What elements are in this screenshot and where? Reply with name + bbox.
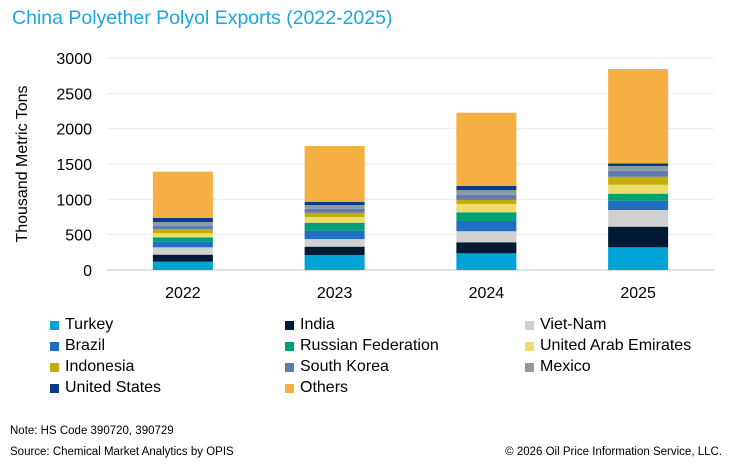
legend-label: Viet-Nam [540,316,607,333]
legend-swatch [285,320,294,330]
x-tick-label: 2025 [620,285,656,302]
bar-segment-viet-nam [152,247,213,255]
legend-item: Russian Federation [285,337,439,355]
bar-segment-russian-federation [608,193,669,201]
y-tick-label: 2500 [56,86,92,103]
bar-segment-russian-federation [456,212,517,221]
y-tick-label: 2000 [56,122,92,139]
bar-segment-indonesia [152,229,213,234]
legend-swatch [50,341,59,351]
bar-segment-viet-nam [304,239,365,247]
x-tick-label: 2023 [317,285,353,302]
note-text: Note: HS Code 390720, 390729 [10,425,174,437]
legend-item: Mexico [525,358,591,376]
bar-segment-turkey [608,247,669,270]
bar-segment-united-arab-emirates [608,184,669,194]
bar-segment-turkey [152,261,213,270]
legend-item: Turkey [50,316,113,334]
legend-label: Others [300,379,349,396]
legend-swatch [525,362,534,372]
source-text: Source: Chemical Market Analytics by OPI… [10,446,234,458]
bar-segment-india [608,226,669,248]
y-axis-label: Thousand Metric Tons [14,85,31,242]
legend-label: Indonesia [65,358,135,375]
y-tick-label: 3000 [56,51,92,68]
bar-segment-mexico [608,166,669,171]
bar-segment-others [608,69,669,164]
bar-segment-south-korea [608,170,669,177]
bar-segment-india [304,246,365,256]
x-tick-label: 2022 [165,285,201,302]
bar-segment-united-states [152,217,213,223]
bar-segment-viet-nam [456,231,517,243]
legend-item: South Korea [285,358,389,376]
bar-segment-viet-nam [608,210,669,227]
legend-label: Mexico [540,358,591,375]
bar-segment-others [456,112,517,186]
legend-swatch [285,341,294,351]
legend-item: United Arab Emirates [525,337,691,355]
legend-label: United States [65,379,162,396]
legend-swatch [285,383,294,393]
legend-label: South Korea [300,358,389,375]
bar-segment-brazil [608,200,669,211]
legend-label: Brazil [65,337,106,354]
legend-item: United States [50,379,161,397]
bar-segment-south-korea [304,208,365,213]
legend-label: Turkey [65,316,114,333]
bar-segment-india [456,242,517,254]
bar-segment-mexico [456,190,517,195]
legend-swatch [525,320,534,330]
bar-segment-others [152,171,213,218]
legend-label: United Arab Emirates [540,337,692,354]
bar-segment-mexico [304,205,365,209]
chart-title: China Polyether Polyol Exports (2022-202… [12,7,393,29]
copyright-text: © 2026 Oil Price Information Service, LL… [505,446,722,458]
bar-segment-united-arab-emirates [304,217,365,223]
bar-segment-russian-federation [152,237,213,242]
y-tick-label: 0 [83,263,92,280]
bar-segment-united-states [456,185,517,191]
bar-segment-indonesia [304,212,365,218]
x-tick-label: 2024 [469,285,505,302]
y-tick-label: 1500 [56,157,92,174]
bar-segment-united-states [608,163,669,167]
bar-segment-others [304,145,365,202]
bar-segment-brazil [152,241,213,248]
legend-item: India [285,316,335,334]
y-tick-label: 1000 [56,192,92,209]
bar-segment-brazil [304,230,365,240]
bar-segment-south-korea [456,194,517,200]
y-tick-label: 500 [65,228,92,245]
bar-segment-india [152,254,213,262]
legend-swatch [285,362,294,372]
legend-swatch [50,383,59,393]
bar-segment-mexico [152,222,213,226]
bar-segment-turkey [304,255,365,270]
bar-segment-united-arab-emirates [152,233,213,238]
legend-swatch [525,341,534,351]
legend-swatch [50,362,59,372]
bar-segment-south-korea [152,225,213,230]
bar-segment-indonesia [608,176,669,185]
bar-segment-united-states [304,201,365,206]
bar-segment-brazil [456,220,517,232]
bar-segment-turkey [456,253,517,270]
legend-item: Others [285,379,348,397]
legend-item: Brazil [50,337,105,355]
bar-segment-indonesia [456,199,517,204]
bar-segment-russian-federation [304,222,365,231]
legend-item: Viet-Nam [525,316,606,334]
legend-item: Indonesia [50,358,134,376]
legend-label: India [300,316,335,333]
legend-swatch [50,320,59,330]
legend-label: Russian Federation [300,337,439,354]
bar-segment-united-arab-emirates [456,203,517,213]
